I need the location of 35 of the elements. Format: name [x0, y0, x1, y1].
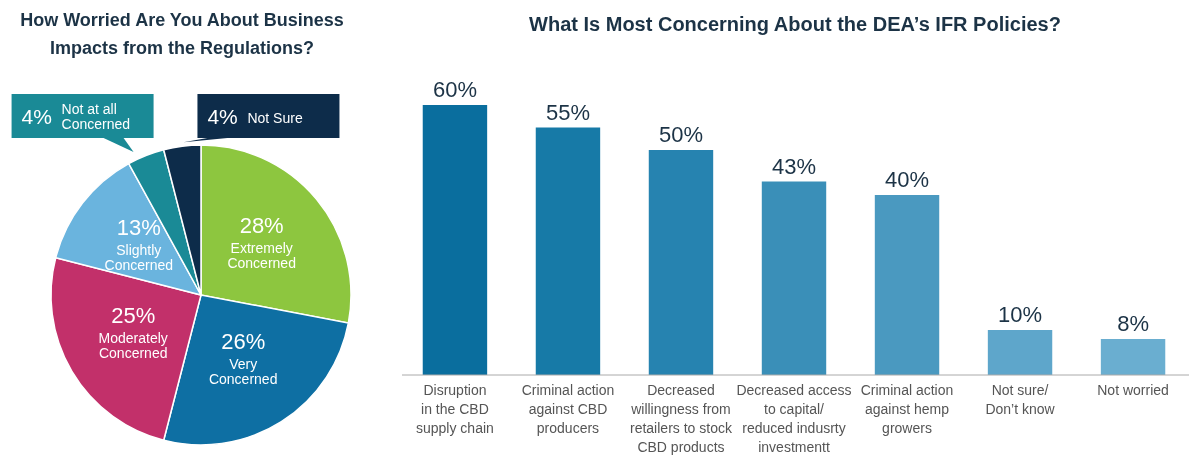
bar [874, 195, 940, 375]
x-tick-label: Criminal action against hemp growers [860, 382, 954, 436]
data-label: 60% [432, 77, 477, 102]
chart-title: What Is Most Concerning About the DEA’s IFR Policies? [529, 13, 1061, 35]
chart-title: How Worried Are You About Business Impacts from the Regulations? [20, 10, 344, 58]
data-label: 26% [221, 329, 266, 355]
data-label: 4% [207, 105, 238, 128]
x-tick-label: Disruption in the CBD supply chain [416, 382, 494, 436]
data-label: 13% [116, 214, 161, 240]
slice-label: Moderately Concerned [98, 330, 168, 362]
data-label: 25% [111, 303, 156, 329]
x-tick-label: Decreased access to capital/ reduced indusrty investmentt [736, 382, 852, 455]
x-tick-label: Not sure/ Don’t know [985, 382, 1056, 417]
data-label: 50% [658, 122, 703, 147]
bar [648, 150, 714, 375]
bar [1100, 339, 1166, 375]
bar [761, 181, 827, 375]
x-tick-label: Decreased willingness from retailers to stock CBD products [630, 382, 733, 455]
data-label: 28% [239, 212, 284, 238]
x-tick-label: Criminal action against CBD producers [521, 382, 615, 436]
slice-label: Slightly Concerned [104, 241, 174, 273]
slice-label: Not at all Concerned [61, 101, 131, 132]
data-label: 10% [998, 302, 1043, 327]
data-label: 4% [21, 105, 52, 128]
data-label: 8% [1117, 311, 1149, 336]
bar [422, 105, 488, 375]
slice-label: Not Sure [247, 110, 303, 126]
slice-label: Extremely Concerned [227, 239, 296, 271]
data-label: 40% [885, 167, 930, 192]
bar [535, 127, 601, 375]
bar [987, 330, 1053, 375]
data-label: 55% [545, 99, 590, 125]
slice-label: Very Concerned [208, 356, 278, 388]
data-label: 43% [771, 153, 817, 179]
x-tick-label: Not worried [1097, 382, 1169, 398]
